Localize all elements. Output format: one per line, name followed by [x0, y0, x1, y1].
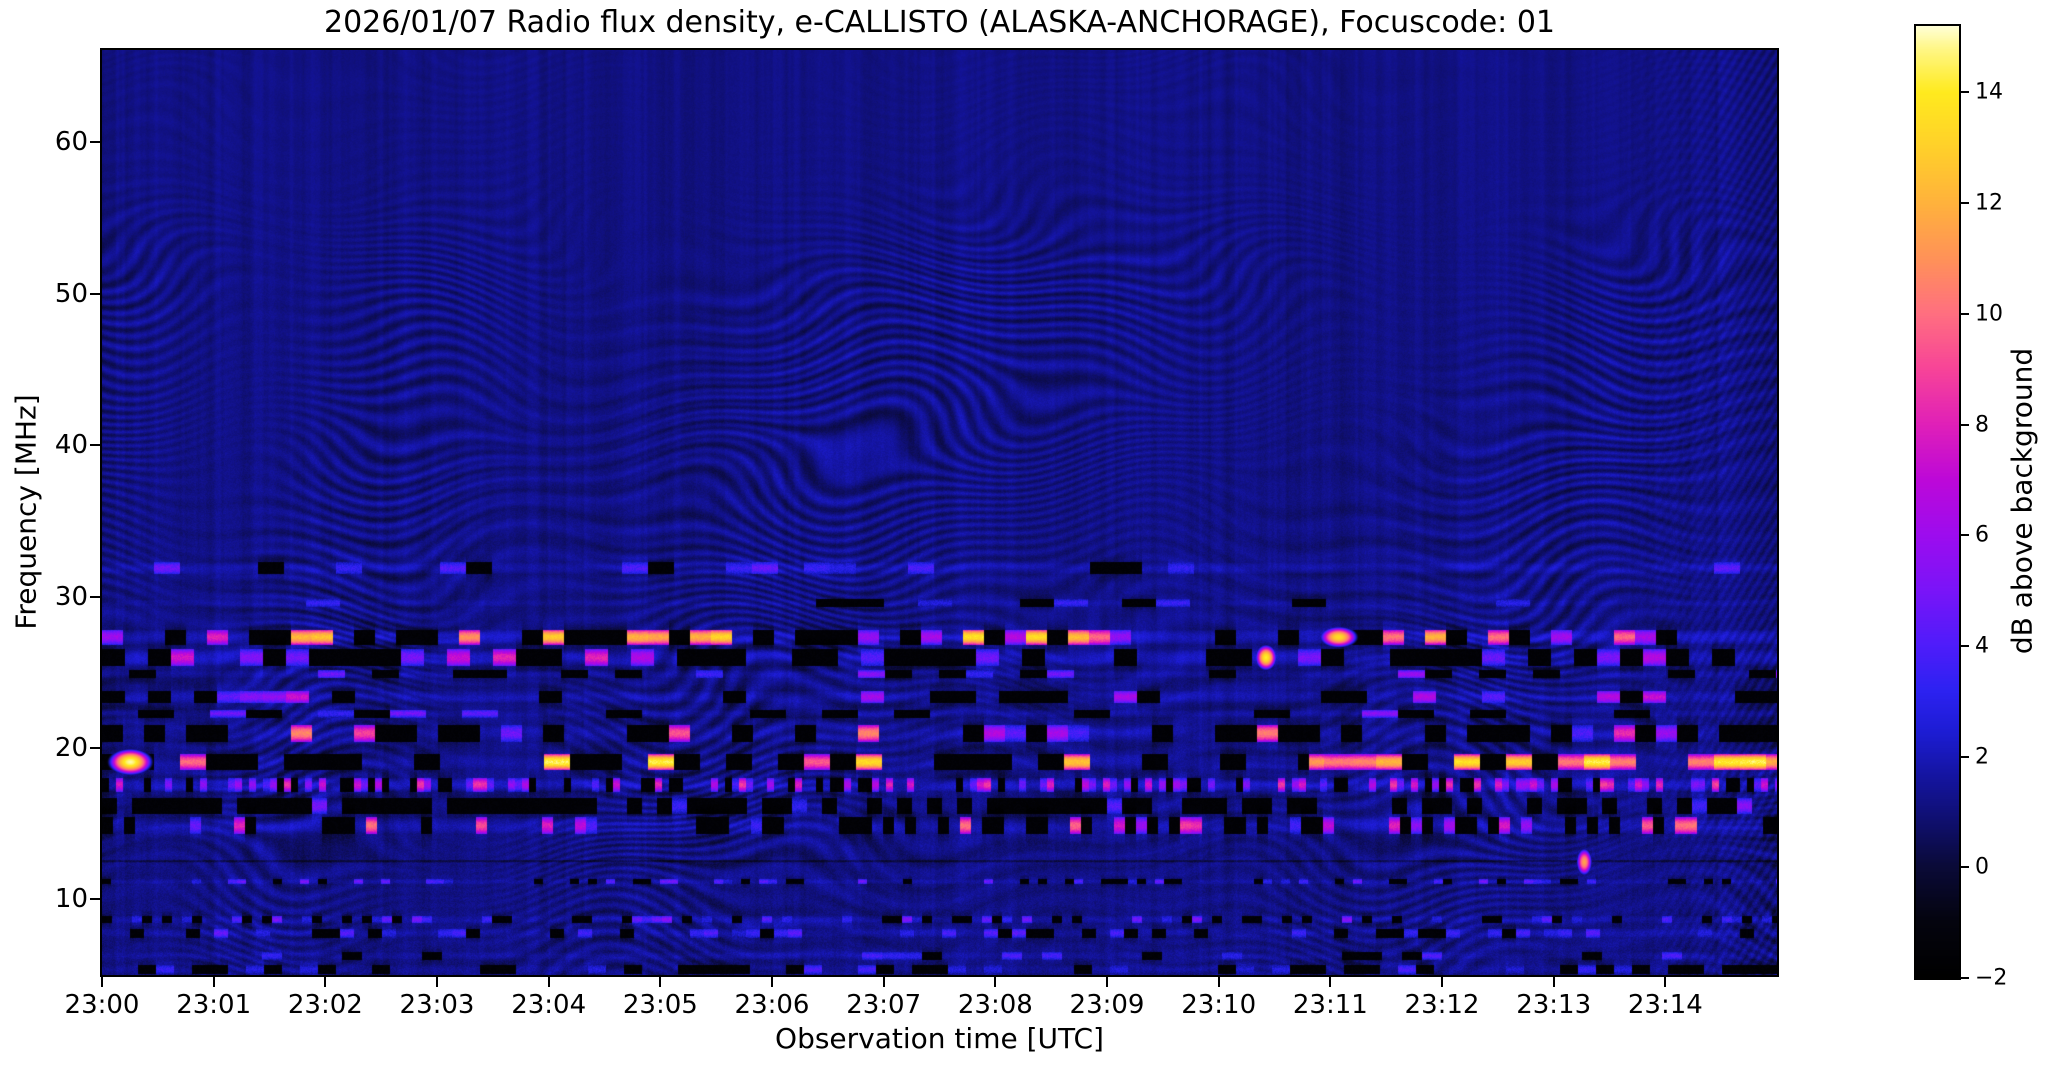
- x-tick-label: 23:14: [1627, 990, 1703, 1020]
- colorbar-tick-mark: [1961, 202, 1969, 205]
- x-tick-label: 23:00: [64, 990, 140, 1020]
- x-tick-mark: [1664, 977, 1667, 987]
- y-tick-mark: [90, 746, 100, 749]
- colorbar-gradient: [1916, 26, 1959, 978]
- x-tick-mark: [659, 977, 662, 987]
- x-tick-mark: [1552, 977, 1555, 987]
- colorbar-tick-mark: [1961, 755, 1969, 758]
- x-tick-label: 23:06: [734, 990, 810, 1020]
- x-tick-label: 23:05: [622, 990, 698, 1020]
- x-tick-mark: [1217, 977, 1220, 987]
- x-tick-label: 23:02: [287, 990, 363, 1020]
- x-tick-mark: [324, 977, 327, 987]
- colorbar-tick-mark: [1961, 644, 1969, 647]
- x-tick-label: 23:01: [176, 990, 252, 1020]
- y-tick-mark: [90, 898, 100, 901]
- colorbar-tick-mark: [1961, 534, 1969, 537]
- x-tick-label: 23:08: [957, 990, 1033, 1020]
- y-tick-mark: [90, 595, 100, 598]
- x-tick-label: 23:04: [511, 990, 587, 1020]
- chart-title: 2026/01/07 Radio flux density, e-CALLIST…: [324, 5, 1555, 40]
- y-tick-mark: [90, 444, 100, 447]
- colorbar-tick-mark: [1961, 866, 1969, 869]
- y-tick-label: 20: [54, 732, 88, 763]
- x-tick-label: 23:09: [1069, 990, 1145, 1020]
- x-tick-label: 23:11: [1292, 990, 1368, 1020]
- x-tick-mark: [101, 977, 103, 987]
- y-tick-label: 50: [54, 278, 88, 309]
- y-tick-label: 60: [54, 127, 88, 158]
- x-tick-mark: [771, 977, 773, 987]
- x-axis-label: Observation time [UTC]: [775, 1022, 1104, 1055]
- x-tick-label: 23:10: [1181, 990, 1257, 1020]
- colorbar-tick-label: 10: [1975, 301, 2003, 327]
- spectrogram-heatmap: [102, 50, 1777, 975]
- x-tick-mark: [1329, 977, 1332, 987]
- colorbar-tick-mark: [1961, 423, 1969, 426]
- colorbar-tick-label: 4: [1975, 633, 1989, 659]
- colorbar-tick-label: 12: [1975, 190, 2003, 216]
- x-tick-mark: [436, 977, 438, 987]
- y-axis-label: Frequency [MHz]: [9, 394, 43, 630]
- colorbar-tick-mark: [1961, 312, 1969, 315]
- x-tick-mark: [1441, 977, 1443, 987]
- y-tick-label: 30: [54, 581, 88, 612]
- colorbar-tick-label: −2: [1975, 965, 2008, 991]
- colorbar-tick-label: 0: [1975, 854, 1989, 880]
- colorbar-label: dB above background: [2005, 347, 2039, 655]
- colorbar-tick-mark: [1961, 91, 1969, 94]
- y-tick-mark: [90, 141, 100, 144]
- x-tick-label: 23:07: [846, 990, 922, 1020]
- x-tick-mark: [994, 977, 997, 987]
- y-tick-mark: [90, 292, 100, 295]
- x-tick-mark: [547, 977, 550, 987]
- y-tick-label: 40: [54, 430, 88, 461]
- colorbar-tick-label: 2: [1975, 744, 1989, 770]
- colorbar-tick-label: 8: [1975, 412, 1989, 437]
- x-tick-label: 23:12: [1404, 990, 1480, 1020]
- x-tick-label: 23:13: [1516, 990, 1592, 1020]
- x-tick-label: 23:03: [399, 990, 475, 1020]
- colorbar-tick-label: 6: [1975, 522, 1989, 548]
- x-tick-mark: [212, 977, 215, 987]
- y-tick-label: 10: [54, 884, 88, 915]
- x-tick-mark: [1106, 977, 1108, 987]
- colorbar-tick-mark: [1961, 977, 1969, 979]
- x-tick-mark: [882, 977, 885, 987]
- colorbar-tick-label: 14: [1975, 79, 2003, 105]
